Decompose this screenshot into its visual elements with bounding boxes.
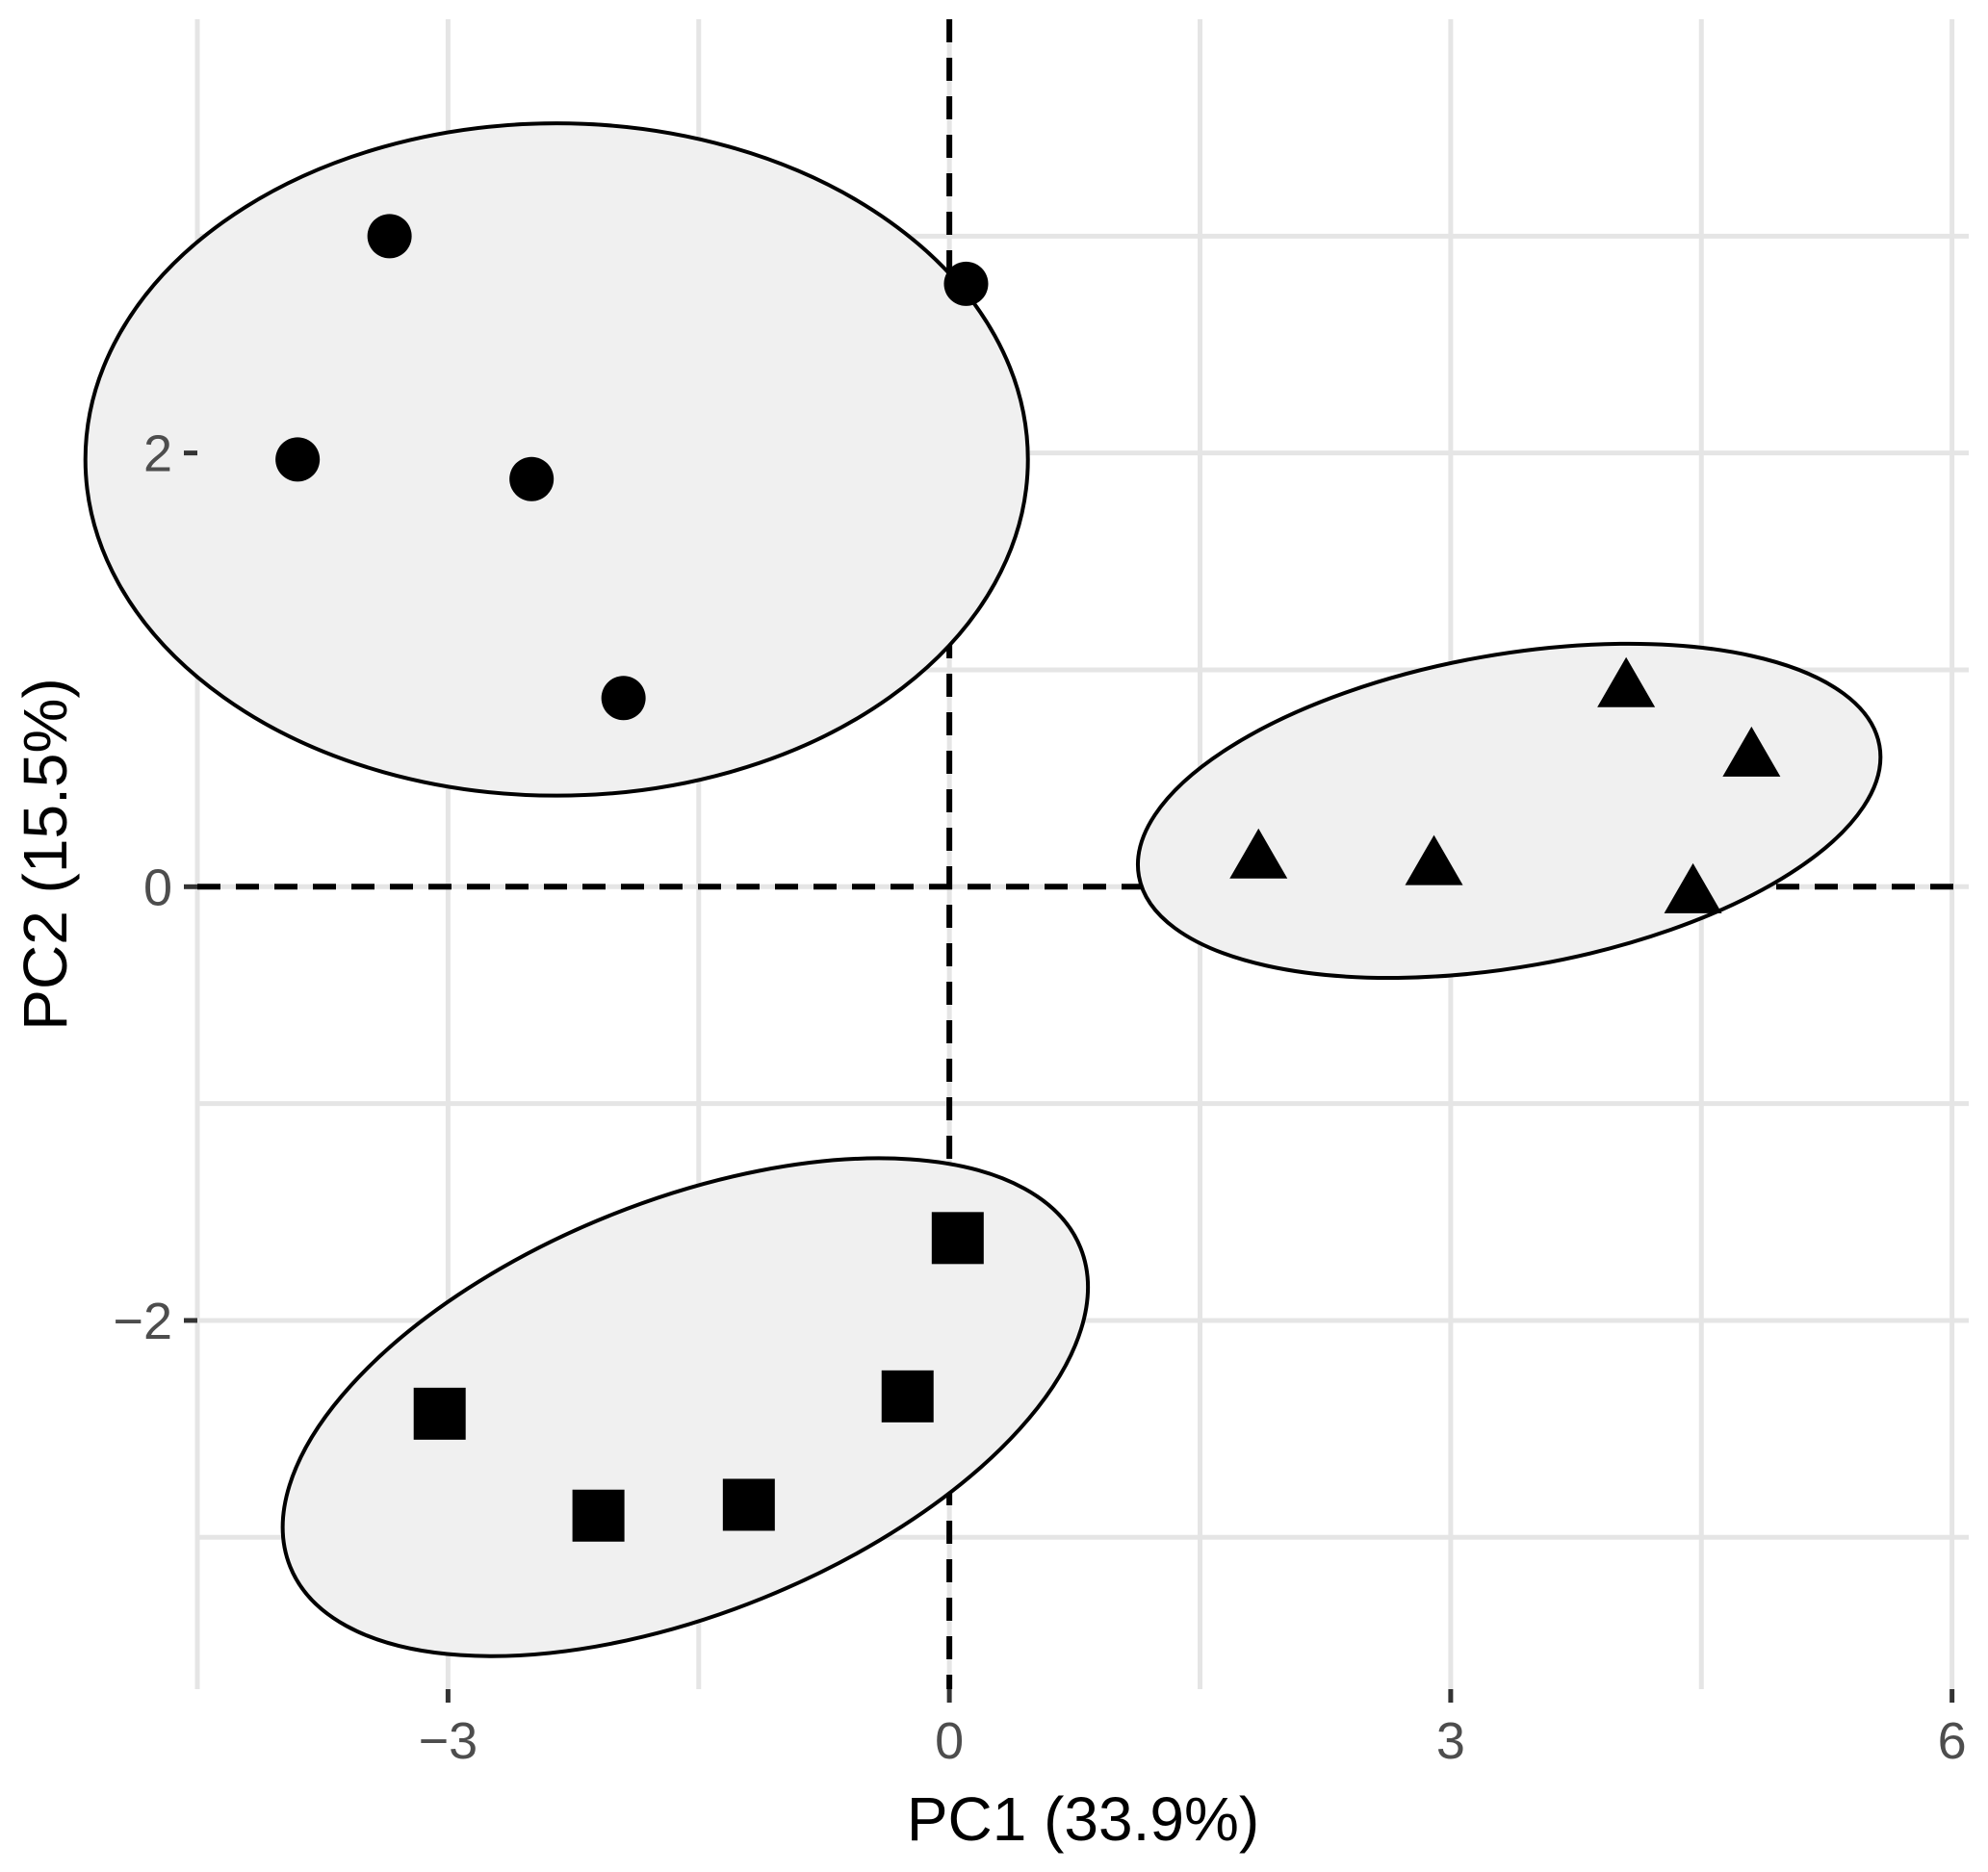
triangle-point [1722, 726, 1781, 777]
square-point [722, 1478, 775, 1531]
triangle-point [1664, 862, 1722, 913]
point-layer [275, 214, 1781, 1542]
ellipse-layer [83, 121, 1883, 1658]
square-point [572, 1489, 625, 1542]
tick-layer: −3 0 3 6 −2 0 2 [113, 425, 1966, 1770]
group-circle-ellipse [83, 121, 1030, 798]
square-point [881, 1370, 934, 1423]
x-tick-label: 3 [1436, 1712, 1465, 1770]
circle-point [275, 437, 321, 482]
triangle-point [1405, 834, 1463, 885]
square-point [931, 1212, 984, 1265]
y-tick-label: 2 [143, 425, 172, 483]
y-tick-label: −2 [113, 1293, 172, 1350]
circle-point [601, 676, 646, 721]
triangle-point [1229, 828, 1288, 879]
triangle-point [1597, 656, 1656, 707]
group-triangle-ellipse [1135, 641, 1883, 981]
x-tick-label: −3 [419, 1712, 478, 1770]
x-tick-label: 0 [935, 1712, 964, 1770]
y-tick-label: 0 [143, 859, 172, 916]
circle-point [943, 261, 989, 306]
circle-point [509, 456, 555, 501]
x-axis-title: PC1 (33.9%) [907, 1784, 1259, 1854]
y-axis-title: PC2 (15.5%) [11, 678, 80, 1030]
x-tick-label: 6 [1938, 1712, 1967, 1770]
group-square-ellipse [280, 1156, 1091, 1658]
circle-point [367, 214, 412, 259]
square-point [413, 1387, 466, 1440]
